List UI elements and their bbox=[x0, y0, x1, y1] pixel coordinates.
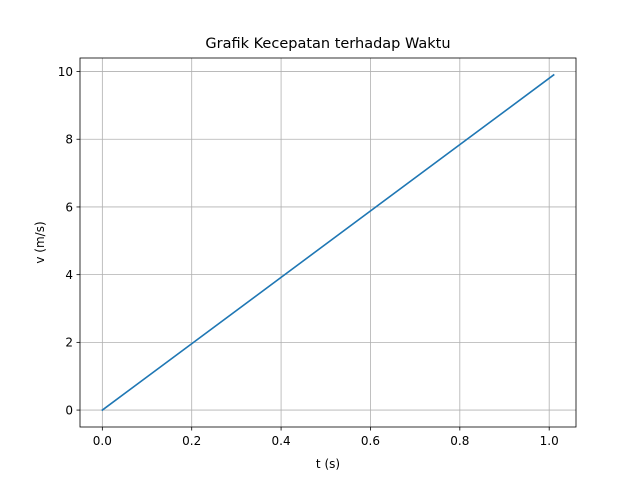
y-axis: 0 2 4 6 8 10 bbox=[58, 65, 80, 417]
y-tick-label: 0 bbox=[65, 403, 73, 417]
y-tick-label: 4 bbox=[65, 268, 73, 282]
x-axis: 0.0 0.2 0.4 0.6 0.8 1.0 bbox=[93, 427, 559, 448]
y-tick-label: 8 bbox=[65, 133, 73, 147]
grid bbox=[80, 58, 576, 427]
chart-title: Grafik Kecepatan terhadap Waktu bbox=[205, 36, 450, 52]
x-tick-label: 1.0 bbox=[540, 434, 559, 448]
x-tick-label: 0.8 bbox=[450, 434, 469, 448]
series-layer bbox=[101, 73, 555, 412]
y-axis-label: v (m/s) bbox=[33, 221, 47, 263]
x-tick-label: 0.2 bbox=[182, 434, 201, 448]
y-tick-label: 6 bbox=[65, 200, 73, 214]
series-line bbox=[101, 73, 555, 412]
y-tick-label: 2 bbox=[65, 336, 73, 350]
x-tick-label: 0.0 bbox=[93, 434, 112, 448]
x-axis-label: t (s) bbox=[316, 457, 340, 471]
x-tick-label: 0.6 bbox=[361, 434, 380, 448]
plot-frame bbox=[79, 57, 577, 428]
x-tick-label: 0.4 bbox=[272, 434, 291, 448]
y-tick-label: 10 bbox=[58, 65, 73, 79]
